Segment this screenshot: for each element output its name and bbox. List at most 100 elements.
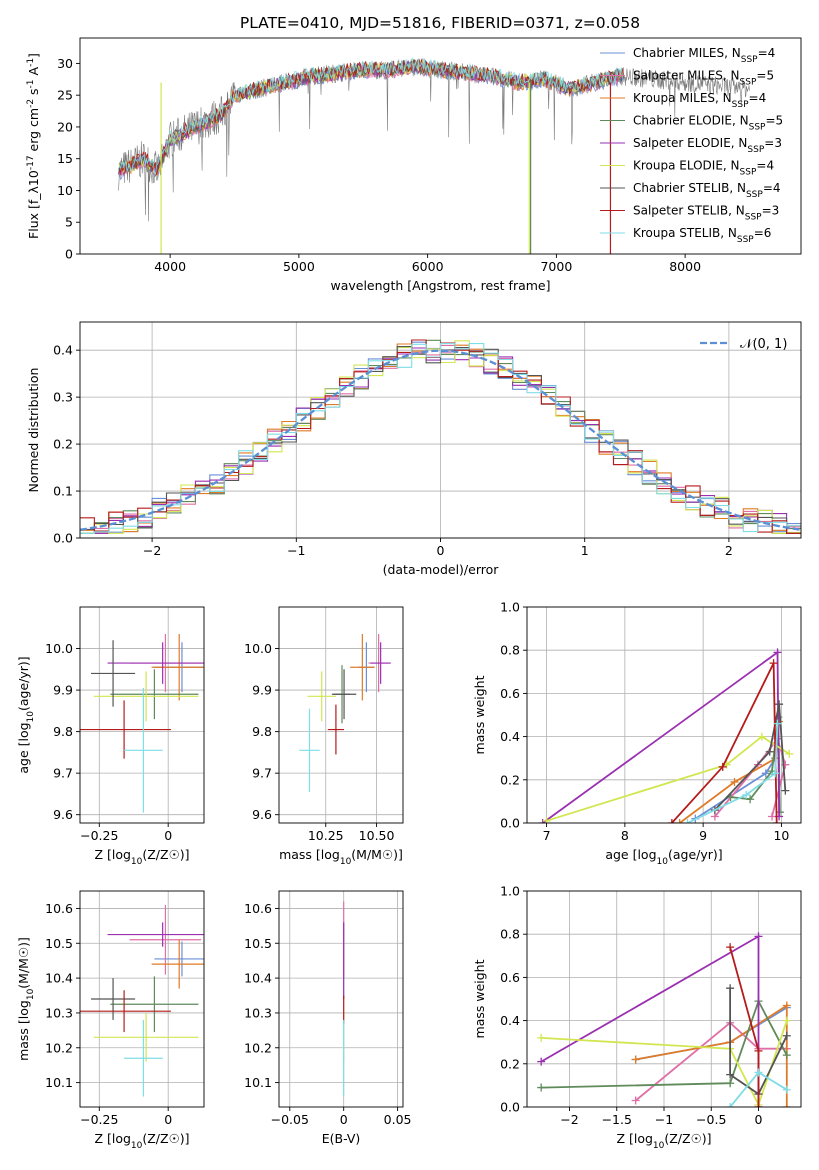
y-tick-label: 30 <box>57 56 73 71</box>
x-tick-label: 4000 <box>154 259 186 274</box>
mass-weight-marker <box>782 1001 791 1010</box>
x-axis-label: age [log10(age/yr)] <box>605 847 722 867</box>
y-tick-label: 9.7 <box>252 766 272 781</box>
y-tick-label: 1.0 <box>500 600 520 615</box>
mass-weight-marker <box>726 1079 735 1088</box>
y-tick-label: 9.9 <box>252 683 272 698</box>
y-tick-label: 10.3 <box>45 1005 73 1020</box>
residual-histogram <box>80 343 801 534</box>
mass-weight-marker <box>782 1031 791 1040</box>
x-tick-label: 10.50 <box>359 828 395 843</box>
axes-frame <box>278 606 404 824</box>
mass-weight-line <box>542 650 780 823</box>
mass-weight-marker <box>785 749 794 758</box>
axes-frame <box>79 606 205 824</box>
y-tick-label: 10.3 <box>244 1005 272 1020</box>
x-tick-label: −2 <box>560 1112 578 1127</box>
mass-weight-marker <box>761 769 770 778</box>
y-axis-label: Normed distribution <box>26 368 41 493</box>
x-axis-label: (data-model)/error <box>383 562 500 577</box>
x-tick-label: 0 <box>340 1112 348 1127</box>
y-tick-label: 10.0 <box>45 641 73 656</box>
mass-weight-marker <box>768 812 777 821</box>
mass-weight-marker <box>726 1070 735 1079</box>
x-tick-label: −2 <box>143 543 161 558</box>
mass-vs-metallicity-panel: −0.25 0 10.1 10.2 10.3 10.4 10.5 10.6 Z [log10(Z… <box>16 890 205 1151</box>
y-tick-label: 10.1 <box>45 1075 73 1090</box>
plot-area <box>80 904 204 1097</box>
mass-weight-marker <box>782 1103 791 1107</box>
x-tick-label: 0 <box>755 1112 763 1127</box>
y-tick-label: 0.2 <box>500 1056 520 1071</box>
y-tick-label: 10.2 <box>244 1040 272 1055</box>
plot-area <box>80 634 204 813</box>
mass-weight-marker <box>765 747 774 756</box>
x-tick-label: 7000 <box>540 259 572 274</box>
y-tick-label: 0.0 <box>500 816 520 831</box>
y-tick-label: 0.8 <box>500 927 520 942</box>
y-tick-label: 0 <box>65 247 73 262</box>
mass-weight-marker <box>746 795 755 804</box>
y-tick-label: 0.4 <box>500 1013 520 1028</box>
legend-label: Kroupa ELODIE, NSSP=4 <box>633 159 774 178</box>
mass-vs-ebv-panel: −0.05 0 0.05 10.1 10.2 10.3 10.4 10.5 10.6 E(B-V) <box>244 890 412 1146</box>
legend-label: Chabrier STELIB, NSSP=4 <box>633 181 781 200</box>
mass-weight-marker <box>769 659 778 668</box>
x-tick-label: 10.25 <box>308 828 344 843</box>
y-tick-label: 0.4 <box>500 729 520 744</box>
mass-weight-marker <box>631 1096 640 1105</box>
x-tick-label: 2 <box>725 543 733 558</box>
x-axis-label: mass [log10(M/M☉)] <box>279 847 403 867</box>
x-tick-label: 1 <box>581 543 589 558</box>
y-tick-label: 0.0 <box>53 531 73 546</box>
x-axis-label: wavelength [Angstrom, rest frame] <box>330 278 550 293</box>
x-tick-label: 8 <box>621 828 629 843</box>
legend-label: Salpeter STELIB, NSSP=3 <box>633 204 779 223</box>
y-tick-label: 0.2 <box>53 437 73 452</box>
plot-area <box>299 634 391 792</box>
y-axis-label: mass weight <box>472 959 487 1038</box>
y-tick-label: 10.1 <box>244 1075 272 1090</box>
y-tick-label: 0.1 <box>53 484 73 499</box>
mass-weight-marker <box>782 1085 791 1094</box>
plot-area <box>537 932 791 1107</box>
y-tick-label: 0.3 <box>53 390 73 405</box>
mass-weight-marker <box>726 984 735 993</box>
mass-weight-marker <box>726 1103 735 1107</box>
y-tick-label: 0.4 <box>53 343 73 358</box>
y-tick-label: 9.8 <box>252 724 272 739</box>
spectrum-legend: Chabrier MILES, NSSP=4 Salpeter MILES, NS… <box>600 46 783 245</box>
y-tick-label: 25 <box>57 88 73 103</box>
mass-weight-line <box>540 934 760 1107</box>
legend-label: Kroupa STELIB, NSSP=6 <box>633 226 771 245</box>
mass-weight-marker <box>773 648 782 657</box>
mass-weight-marker <box>782 1016 791 1025</box>
y-tick-label: 10.4 <box>45 971 73 986</box>
age-vs-mass-panel: 10.25 10.50 9.6 9.7 9.8 9.9 10.0 mass [log10(M/… <box>244 606 404 867</box>
x-tick-label: 0.05 <box>384 1112 412 1127</box>
y-tick-label: 9.9 <box>53 683 73 698</box>
x-axis-label: Z [log10(Z/Z☉)] <box>616 1131 711 1151</box>
x-tick-label: 0 <box>164 1112 172 1127</box>
y-tick-label: 9.6 <box>252 807 272 822</box>
y-tick-label: 10.5 <box>45 936 73 951</box>
y-tick-label: 10.2 <box>45 1040 73 1055</box>
mass-weight-line <box>671 662 778 823</box>
y-tick-label: 0.8 <box>500 643 520 658</box>
x-tick-label: −0.25 <box>80 828 118 843</box>
x-tick-label: 8000 <box>669 259 701 274</box>
age-vs-metallicity-panel: −0.25 0 9.6 9.7 9.8 9.9 10.0 Z [log10(Z/Z☉)] age… <box>16 606 205 867</box>
x-axis-label: E(B-V) <box>322 1131 361 1146</box>
x-tick-label: −1.5 <box>602 1112 632 1127</box>
mass-weight-line <box>635 1021 787 1102</box>
y-tick-label: 10 <box>57 183 73 198</box>
mass-weight-line <box>729 988 788 1096</box>
mass-weight-marker <box>775 700 784 709</box>
y-axis-label: Flux [f_λ10-17 erg cm-2 s-1 A-1] <box>26 53 41 239</box>
mass-weight-marker <box>726 943 735 952</box>
y-tick-label: 0.2 <box>500 772 520 787</box>
y-tick-label: 15 <box>57 151 73 166</box>
weight-vs-metallicity-panel: −2 −1.5 −1 −0.5 0 0.0 0.2 0.4 0.6 0.8 1.0 Z [log10(… <box>472 884 802 1151</box>
mass-weight-marker <box>718 762 727 771</box>
